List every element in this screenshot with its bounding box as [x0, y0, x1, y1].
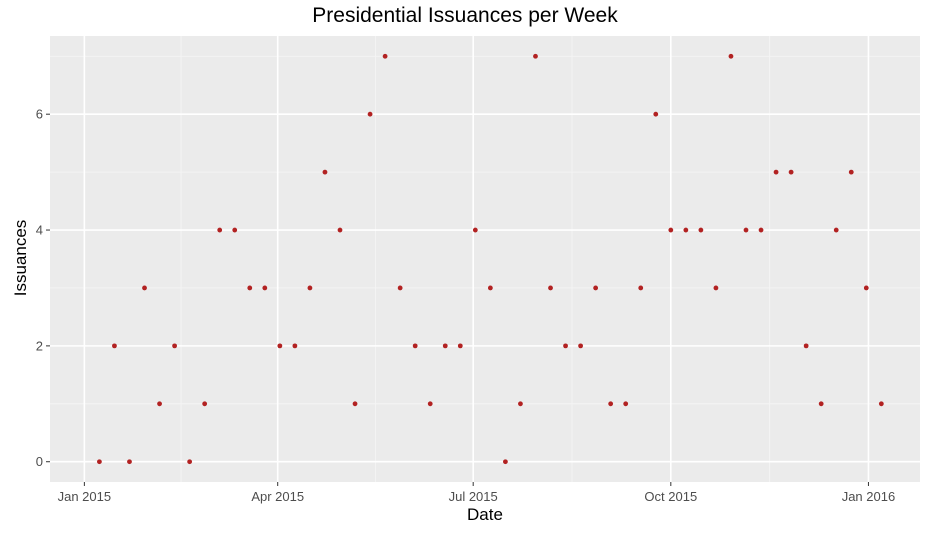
- y-axis-label: Issuances: [11, 219, 30, 297]
- data-point: [533, 53, 538, 59]
- data-point: [563, 343, 568, 349]
- data-point: [382, 53, 388, 59]
- data-point: [518, 401, 523, 407]
- data-point: [217, 227, 223, 233]
- y-axis: 0 2 4 6: [36, 107, 50, 469]
- data-point: [848, 169, 854, 175]
- data-point: [713, 285, 719, 291]
- data-point: [608, 401, 614, 407]
- data-point: [878, 401, 884, 407]
- data-points: [97, 53, 884, 465]
- data-point: [187, 459, 193, 465]
- data-point: [457, 343, 463, 349]
- data-point: [623, 401, 629, 407]
- data-point: [743, 227, 749, 233]
- data-point: [442, 343, 448, 349]
- y-tick-label: 4: [36, 223, 43, 238]
- data-point: [367, 111, 373, 117]
- data-point: [202, 401, 208, 407]
- data-point: [127, 459, 132, 465]
- data-point: [683, 227, 689, 233]
- x-axis-label: Date: [467, 505, 503, 524]
- data-point: [788, 169, 794, 175]
- data-point: [172, 343, 177, 349]
- data-point: [277, 343, 283, 349]
- data-point: [758, 227, 764, 233]
- data-point: [578, 343, 583, 349]
- data-point: [818, 401, 824, 407]
- data-point: [157, 401, 162, 407]
- data-point: [638, 285, 644, 291]
- data-point: [232, 227, 238, 233]
- x-tick-label: Jan 2016: [842, 489, 896, 504]
- data-point: [593, 285, 599, 291]
- data-point: [427, 401, 433, 407]
- data-point: [773, 169, 779, 175]
- data-point: [412, 343, 418, 349]
- y-tick-label: 6: [36, 107, 43, 122]
- x-tick-label: Apr 2015: [251, 489, 304, 504]
- data-point: [803, 343, 809, 349]
- data-point: [307, 285, 313, 291]
- data-point: [863, 285, 869, 291]
- data-point: [322, 169, 328, 175]
- x-tick-label: Oct 2015: [644, 489, 697, 504]
- data-point: [487, 285, 493, 291]
- data-point: [548, 285, 553, 291]
- x-tick-label: Jul 2015: [449, 489, 498, 504]
- data-point: [472, 227, 478, 233]
- y-tick-label: 2: [36, 338, 43, 353]
- data-point: [728, 53, 734, 59]
- data-point: [653, 111, 659, 117]
- chart-title: Presidential Issuances per Week: [312, 4, 618, 27]
- data-point: [112, 343, 117, 349]
- data-point: [503, 459, 508, 465]
- data-point: [833, 227, 839, 233]
- data-point: [247, 285, 253, 291]
- data-point: [292, 343, 298, 349]
- data-point: [698, 227, 704, 233]
- data-point: [397, 285, 403, 291]
- data-point: [262, 285, 268, 291]
- data-point: [668, 227, 674, 233]
- data-point: [337, 227, 343, 233]
- data-point: [352, 401, 358, 407]
- x-axis: Jan 2015 Apr 2015 Jul 2015 Oct 2015 Jan 2016: [58, 482, 896, 504]
- x-tick-label: Jan 2015: [58, 489, 112, 504]
- plot-panel: [50, 36, 920, 482]
- y-tick-label: 0: [36, 454, 43, 469]
- data-point: [97, 459, 102, 465]
- data-point: [142, 285, 147, 291]
- major-gridlines: [50, 36, 920, 482]
